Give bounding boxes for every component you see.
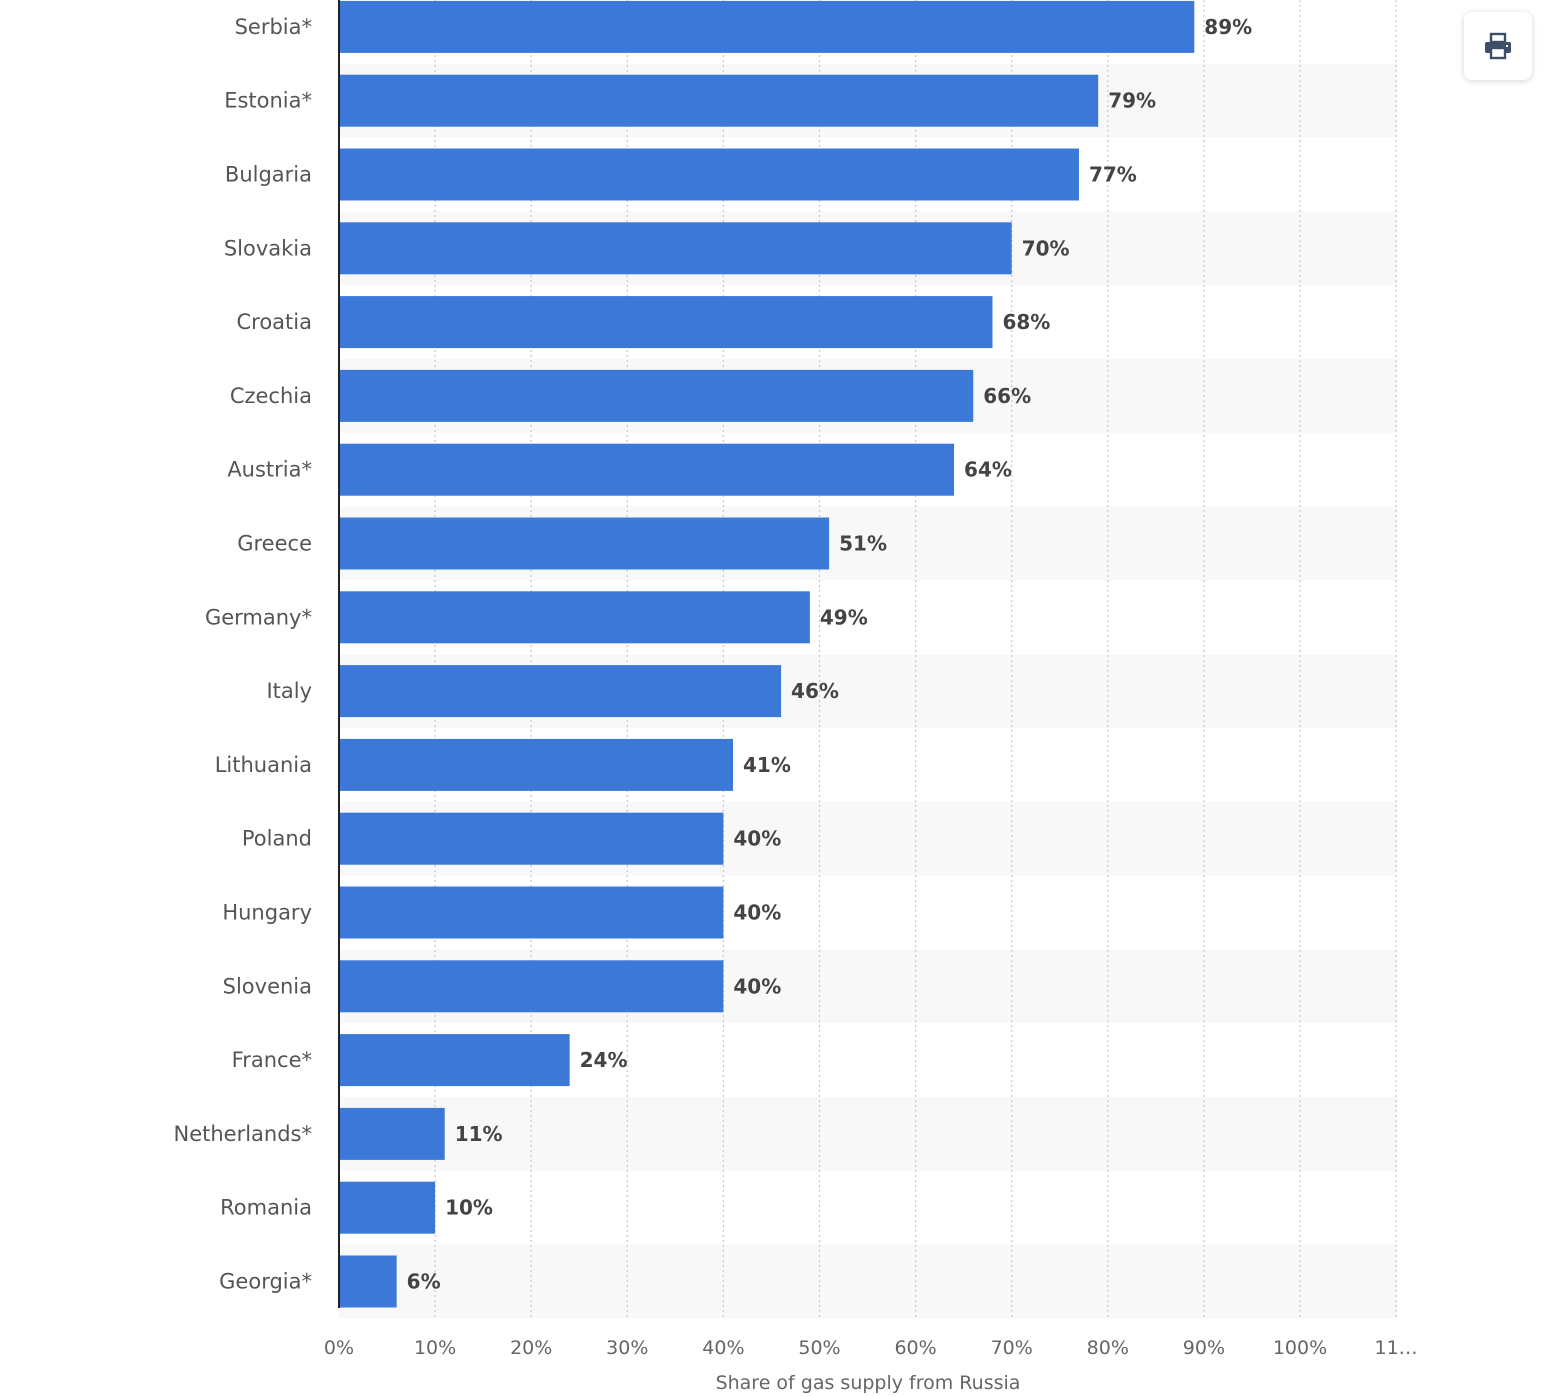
data-label: 68% <box>1002 310 1050 334</box>
bar <box>339 222 1012 275</box>
bar <box>339 517 830 570</box>
x-tick-label: 30% <box>606 1337 648 1359</box>
x-tick-label: 60% <box>894 1337 936 1359</box>
category-label: France* <box>232 1048 312 1072</box>
x-tick-label: 70% <box>991 1337 1033 1359</box>
data-label: 49% <box>820 605 868 629</box>
category-label: Serbia* <box>235 15 312 39</box>
bar <box>339 74 1099 127</box>
bar <box>339 296 993 349</box>
bar <box>339 369 974 422</box>
category-label: Slovakia <box>224 236 312 260</box>
bar <box>339 812 724 865</box>
data-label: 6% <box>407 1270 441 1294</box>
data-label: 40% <box>733 901 781 925</box>
bar <box>339 960 724 1013</box>
x-tick-label: 80% <box>1087 1337 1129 1359</box>
row-band <box>339 1097 1397 1171</box>
category-label: Lithuania <box>215 753 312 777</box>
x-tick-label: 10% <box>414 1337 456 1359</box>
data-label: 41% <box>743 753 791 777</box>
data-label: 51% <box>839 532 887 556</box>
data-label: 10% <box>445 1196 493 1220</box>
x-axis-title: Share of gas supply from Russia <box>716 1372 1021 1394</box>
bar <box>339 1034 570 1087</box>
data-label: 64% <box>964 458 1012 482</box>
bar <box>339 886 724 939</box>
category-label: Romania <box>220 1196 312 1220</box>
bar <box>339 1255 397 1308</box>
bar <box>339 1181 436 1234</box>
data-label: 79% <box>1108 89 1156 113</box>
category-label: Greece <box>237 532 312 556</box>
data-label: 89% <box>1204 15 1252 39</box>
bar <box>339 0 1195 53</box>
data-label: 40% <box>733 974 781 998</box>
x-tick-label: 50% <box>798 1337 840 1359</box>
data-label: 46% <box>791 679 839 703</box>
category-label: Slovenia <box>223 974 312 998</box>
data-label: 24% <box>580 1048 628 1072</box>
category-label: Czechia <box>230 384 312 408</box>
data-label: 11% <box>455 1122 503 1146</box>
print-icon <box>1485 32 1511 60</box>
category-label: Germany* <box>205 605 312 629</box>
x-tick-label: 0% <box>324 1337 354 1359</box>
category-label: Hungary <box>222 901 312 925</box>
category-label: Georgia* <box>219 1270 312 1294</box>
x-tick-label: 20% <box>510 1337 552 1359</box>
data-label: 66% <box>983 384 1031 408</box>
data-label: 70% <box>1022 236 1070 260</box>
category-label: Poland <box>242 827 312 851</box>
x-tick-label: 11… <box>1375 1337 1418 1359</box>
category-label: Italy <box>266 679 312 703</box>
category-label: Bulgaria <box>225 163 312 187</box>
data-label: 77% <box>1089 163 1137 187</box>
row-band <box>339 1244 1397 1319</box>
category-label: Croatia <box>237 310 313 334</box>
bar <box>339 591 810 644</box>
bar <box>339 1107 445 1160</box>
bar <box>339 443 955 496</box>
x-tick-label: 90% <box>1183 1337 1225 1359</box>
bar <box>339 148 1079 201</box>
bar <box>339 738 734 791</box>
print-button[interactable] <box>1464 12 1532 80</box>
x-tick-label: 40% <box>702 1337 744 1359</box>
category-label: Estonia* <box>224 89 312 113</box>
bar <box>339 665 782 718</box>
category-label: Netherlands* <box>173 1122 312 1146</box>
category-label: Austria* <box>227 458 312 482</box>
data-label: 40% <box>733 827 781 851</box>
x-tick-label: 100% <box>1273 1337 1327 1359</box>
